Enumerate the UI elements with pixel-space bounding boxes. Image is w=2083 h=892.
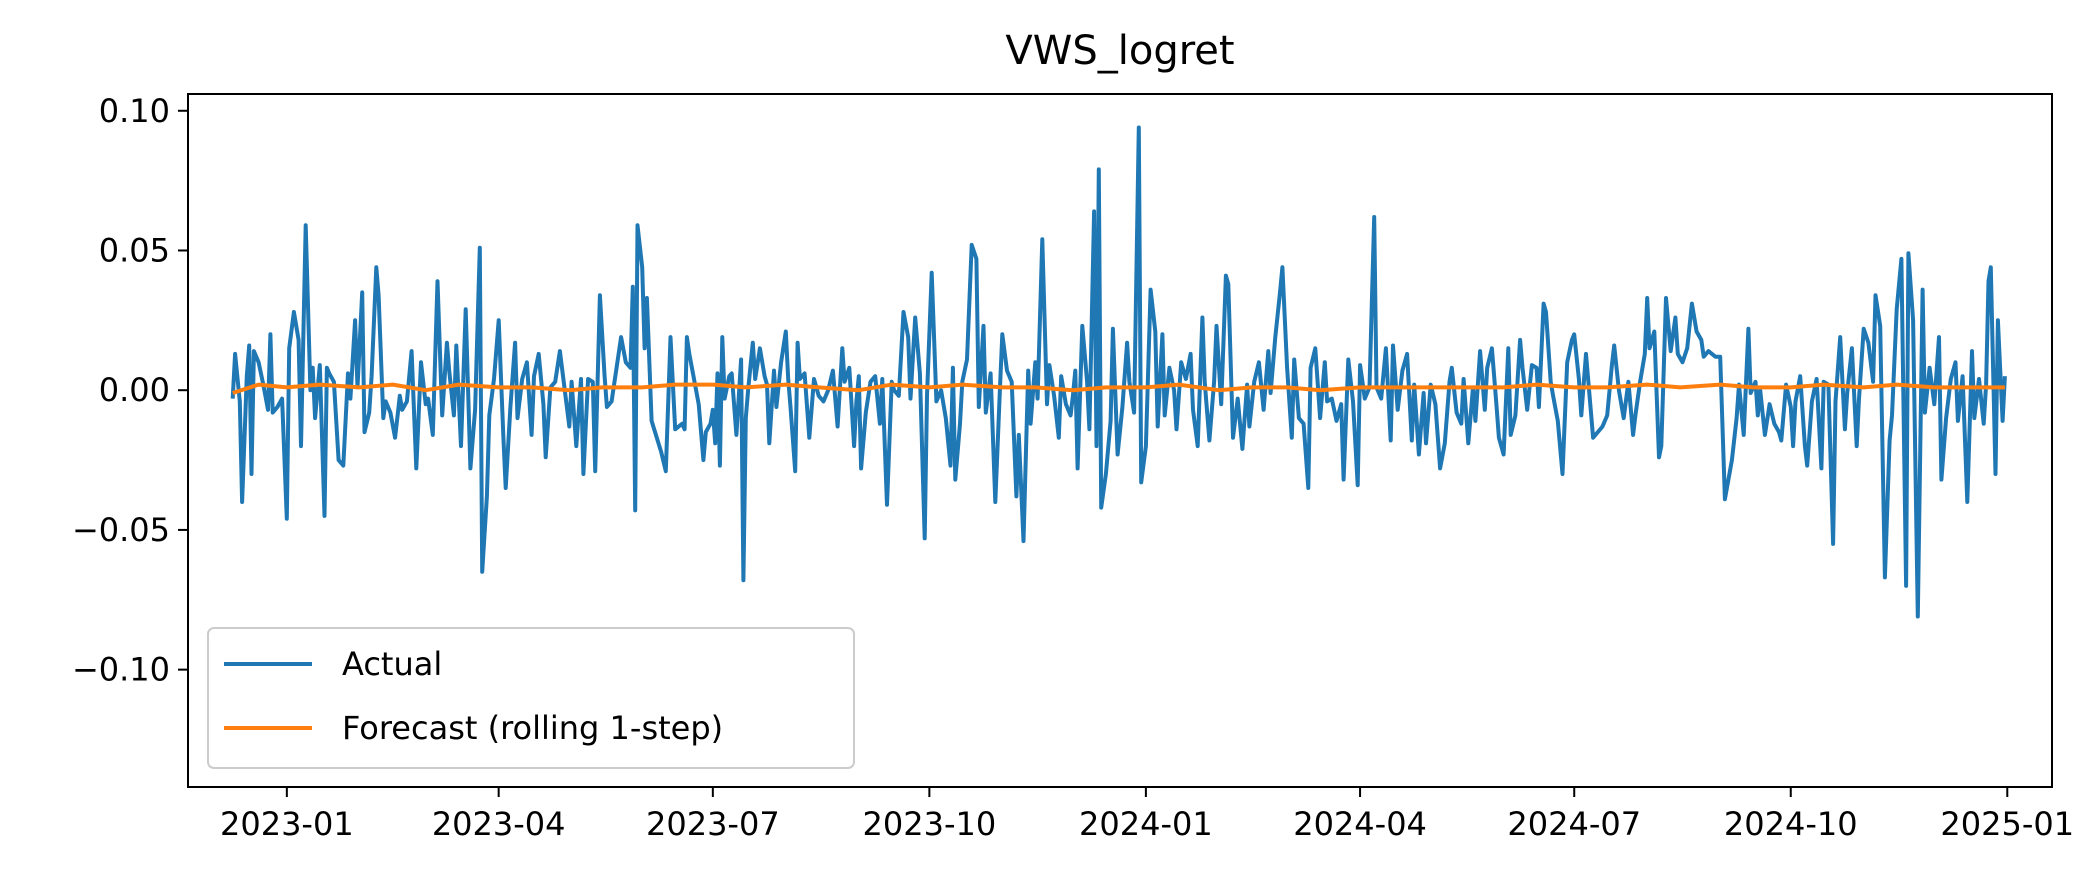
chart-title: VWS_logret bbox=[1005, 28, 1234, 74]
legend: Actual Forecast (rolling 1-step) bbox=[207, 627, 855, 769]
x-tick-label: 2023-01 bbox=[220, 805, 354, 843]
x-tick-label: 2023-07 bbox=[646, 805, 780, 843]
legend-label: Actual bbox=[342, 645, 442, 683]
y-tick-label: 0.10 bbox=[99, 92, 170, 130]
y-tick-label: 0.05 bbox=[99, 231, 170, 269]
x-tick-label: 2024-10 bbox=[1724, 805, 1858, 843]
x-axis: 2023-01 2023-04 2023-07 2023-10 2024-01 2024-… bbox=[220, 787, 2074, 843]
x-tick-label: 2024-07 bbox=[1507, 805, 1641, 843]
axes-frame bbox=[187, 93, 2053, 788]
legend-label: Forecast (rolling 1-step) bbox=[342, 709, 723, 747]
legend-box bbox=[207, 627, 855, 769]
x-tick-label: 2024-04 bbox=[1293, 805, 1427, 843]
x-tick-label: 2024-01 bbox=[1079, 805, 1213, 843]
x-tick-label: 2023-10 bbox=[863, 805, 997, 843]
x-tick-label: 2023-04 bbox=[432, 805, 566, 843]
y-tick-label: −0.10 bbox=[72, 651, 170, 689]
plot-area bbox=[230, 125, 2007, 619]
series-line-actual bbox=[230, 125, 2007, 619]
x-tick-label: 2025-01 bbox=[1940, 805, 2074, 843]
series-line-forecast bbox=[232, 382, 2005, 395]
y-tick-label: −0.05 bbox=[72, 511, 170, 549]
y-axis: 0.10 0.05 0.00 −0.05 −0.10 bbox=[72, 92, 188, 689]
y-tick-label: 0.00 bbox=[99, 371, 170, 409]
